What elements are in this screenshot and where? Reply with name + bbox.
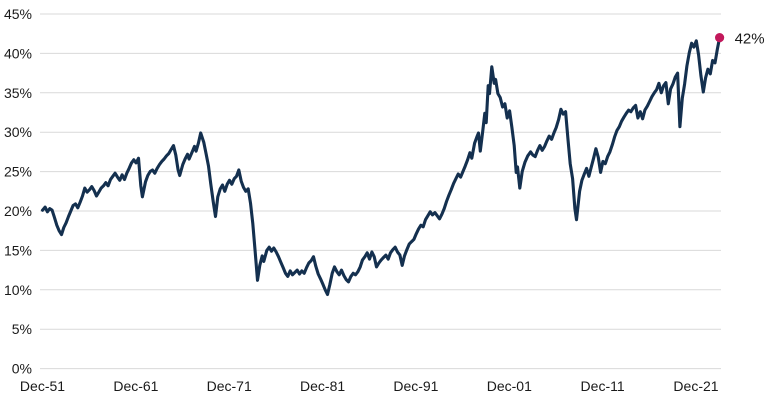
y-axis-tick-label: 40% — [4, 45, 32, 61]
y-axis-tick-label: 45% — [4, 6, 32, 22]
x-axis-tick-label: Dec-11 — [581, 378, 625, 394]
endpoint-marker — [715, 33, 725, 43]
x-axis-tick-label: Dec-81 — [300, 378, 345, 394]
y-axis-tick-label: 0% — [12, 361, 32, 377]
endpoint-value-label: 42% — [735, 31, 765, 48]
y-axis-tick-label: 30% — [4, 124, 32, 140]
x-axis-tick-label: Dec-51 — [20, 378, 65, 394]
y-axis-tick-label: 15% — [4, 242, 32, 258]
x-axis-tick-label: Dec-61 — [113, 378, 158, 394]
y-axis-tick-label: 20% — [4, 203, 32, 219]
data-series-line — [40, 36, 722, 297]
y-axis-tick-label: 25% — [4, 164, 32, 180]
x-axis-tick-label: Dec-21 — [673, 378, 718, 394]
x-axis-tick-label: Dec-71 — [207, 378, 252, 394]
x-axis-tick-label: Dec-01 — [487, 378, 532, 394]
y-axis-tick-label: 5% — [12, 321, 32, 337]
y-axis-tick-label: 10% — [4, 282, 32, 298]
y-axis-tick-label: 35% — [4, 85, 32, 101]
x-axis-tick-label: Dec-91 — [393, 378, 438, 394]
